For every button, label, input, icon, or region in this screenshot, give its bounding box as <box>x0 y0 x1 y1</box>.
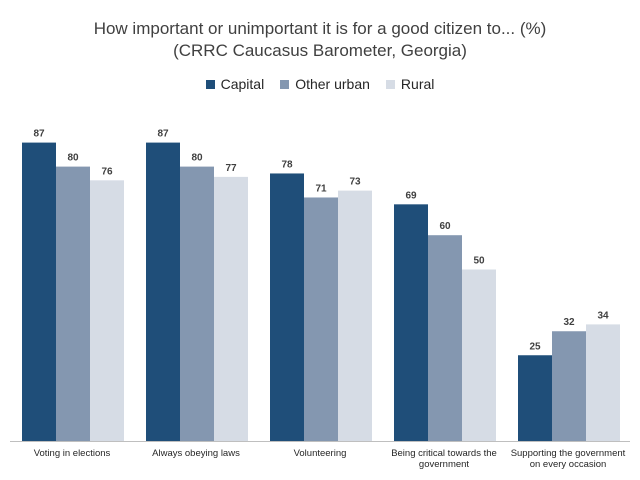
bar-other-urban <box>180 166 214 441</box>
data-label: 87 <box>157 129 169 140</box>
bar-capital <box>394 204 428 441</box>
data-label: 77 <box>225 163 237 174</box>
category-label: Supporting the government on every occas… <box>510 448 626 470</box>
legend-label-rural: Rural <box>400 76 435 92</box>
chart-subtitle: (CRRC Caucasus Barometer, Georgia) <box>173 41 467 60</box>
data-label: 69 <box>405 190 417 201</box>
legend-label-other-urban: Other urban <box>295 76 370 92</box>
bar-capital <box>270 173 304 441</box>
bar-capital <box>22 142 56 441</box>
chart-title: How important or unimportant it is for a… <box>93 19 547 38</box>
data-label: 50 <box>473 256 485 267</box>
legend-swatch-rural <box>385 79 395 89</box>
bar-rural <box>462 269 496 441</box>
category-label: Voting in elections <box>33 448 111 459</box>
data-label: 80 <box>67 153 79 164</box>
bar-rural <box>214 176 248 441</box>
bar-rural <box>90 180 124 441</box>
category-label: Always obeying laws <box>152 448 240 459</box>
category-label: Being critical towards the government <box>391 448 497 470</box>
data-label: 32 <box>563 317 575 328</box>
bar-rural <box>338 190 372 441</box>
data-label: 60 <box>439 221 451 232</box>
bar-capital <box>146 142 180 441</box>
bar-rural <box>586 324 620 441</box>
legend-item-rural: Rural <box>385 76 435 92</box>
category-label: Volunteering <box>293 448 347 459</box>
data-label: 87 <box>33 129 45 140</box>
data-label: 34 <box>597 310 609 321</box>
legend-swatch-capital <box>205 79 215 89</box>
data-label: 76 <box>101 166 113 177</box>
data-label: 71 <box>315 183 327 194</box>
data-label: 25 <box>529 341 541 352</box>
bar-capital <box>518 355 552 441</box>
legend-item-capital: Capital <box>205 76 265 92</box>
bar-other-urban <box>56 166 90 441</box>
bar-other-urban <box>552 331 586 441</box>
legend-item-other-urban: Other urban <box>280 76 370 92</box>
legend: Capital Other urban Rural <box>0 76 640 92</box>
bar-other-urban <box>428 235 462 441</box>
legend-label-capital: Capital <box>220 76 265 92</box>
data-label: 73 <box>349 177 361 188</box>
data-label: 78 <box>281 159 293 170</box>
legend-swatch-other-urban <box>280 79 290 89</box>
bar-other-urban <box>304 197 338 441</box>
data-label: 80 <box>191 153 203 164</box>
